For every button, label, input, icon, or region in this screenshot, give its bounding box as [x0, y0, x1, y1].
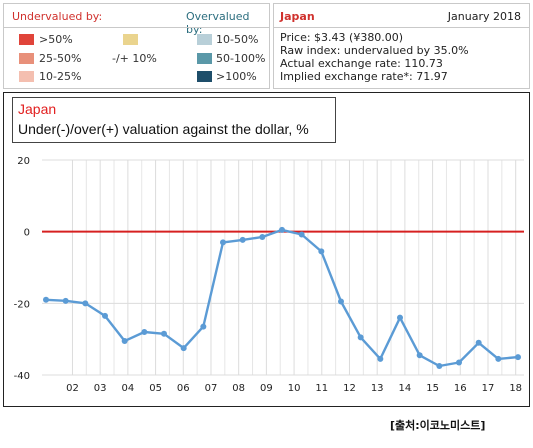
info-date: January 2018	[447, 10, 521, 23]
x-tick-label-09: 09	[260, 383, 273, 394]
legend-label-under-25-50: 25-50%	[39, 52, 82, 65]
legend-swatch-over-50-100	[197, 53, 212, 64]
x-tick-label-04: 04	[122, 383, 135, 394]
y-tick-labels: 20 0 -20 -40	[14, 156, 30, 382]
x-tick-label-05: 05	[149, 383, 162, 394]
legend-swatch-under-50	[19, 34, 34, 45]
x-tick-labels: 02 03 04 05 06 07 08 09 10 11 12 13 14 15 16 17 18	[66, 383, 522, 394]
chart-title-box: Japan Under(-)/over(+) valuation against…	[12, 97, 336, 143]
legend-swatch-neutral	[123, 34, 138, 45]
data-point-5	[141, 329, 148, 335]
data-point-2	[82, 300, 89, 307]
data-point-23	[495, 355, 502, 362]
legend-label-under-50: >50%	[39, 33, 73, 46]
x-tick-label-17: 17	[482, 383, 495, 394]
info-raw-index: Raw index: undervalued by 35.0%	[280, 44, 469, 57]
data-point-13	[298, 231, 305, 238]
series-points	[43, 226, 521, 370]
y-tick-label-20: 20	[17, 156, 30, 167]
data-point-24	[515, 354, 521, 361]
x-tick-label-18: 18	[509, 383, 522, 394]
x-tick-label-02: 02	[66, 383, 79, 394]
source-credit: [출처:이코노미스트]	[390, 419, 486, 432]
legend-label-over-10-50: 10-50%	[216, 33, 259, 46]
y-tick-label--40: -40	[14, 371, 30, 382]
chart-grid	[42, 159, 524, 376]
data-point-1	[62, 297, 69, 304]
info-actual-rate: Actual exchange rate: 110.73	[280, 57, 443, 70]
data-point-18	[397, 314, 403, 321]
info-price: Price: $3.43 (¥380.00)	[280, 31, 404, 44]
x-tick-label-12: 12	[343, 383, 356, 394]
x-tick-label-14: 14	[399, 383, 412, 394]
data-point-15	[338, 298, 344, 305]
valuation-chart: 20 0 -20 -40 02 03 04 05 06 07 08 09 10 11 12 13 14 15 16…	[3, 92, 530, 407]
x-tick-label-15: 15	[426, 383, 439, 394]
valuation-legend: Undervalued by: Overvalued by: >50% 25-5…	[3, 3, 270, 89]
x-tick-label-11: 11	[315, 383, 328, 394]
data-point-10	[239, 236, 246, 243]
x-tick-label-16: 16	[454, 383, 467, 394]
info-implied-rate: Implied exchange rate*: 71.97	[280, 70, 448, 83]
data-point-16	[357, 334, 364, 341]
x-tick-label-06: 06	[177, 383, 190, 394]
legend-swatch-under-25-50	[19, 53, 34, 64]
data-point-11	[259, 234, 266, 241]
legend-label-under-10-25: 10-25%	[39, 70, 82, 83]
data-point-8	[200, 323, 207, 330]
data-point-3	[102, 312, 108, 319]
data-point-19	[416, 352, 423, 359]
data-point-6	[161, 330, 167, 337]
legend-label-over-100: >100%	[216, 70, 257, 83]
legend-divider	[4, 27, 269, 28]
data-point-14	[318, 248, 325, 255]
undervalued-heading: Undervalued by:	[12, 10, 103, 23]
info-divider	[274, 27, 529, 28]
x-tick-label-10: 10	[288, 383, 301, 394]
legend-swatch-over-100	[197, 71, 212, 82]
data-point-9	[220, 239, 226, 246]
x-tick-label-03: 03	[94, 383, 107, 394]
x-tick-label-13: 13	[371, 383, 384, 394]
chart-canvas: 20 0 -20 -40 02 03 04 05 06 07 08 09 10 11 12 13 14 15 16…	[14, 156, 524, 394]
y-tick-label-0: 0	[24, 228, 30, 239]
data-point-4	[121, 337, 128, 344]
x-tick-label-07: 07	[205, 383, 218, 394]
data-point-7	[180, 345, 187, 352]
chart-title: Under(-)/over(+) valuation against the d…	[18, 121, 309, 137]
legend-swatch-over-10-50	[197, 34, 212, 45]
series-line-japan	[45, 228, 519, 368]
data-point-22	[475, 339, 482, 346]
x-tick-label-08: 08	[232, 383, 245, 394]
data-point-21	[456, 359, 462, 366]
legend-label-neutral: -/+ 10%	[112, 52, 157, 65]
country-info-panel: Japan January 2018 Price: $3.43 (¥380.00…	[273, 3, 530, 89]
data-point-17	[377, 355, 384, 362]
data-point-0	[43, 296, 49, 303]
data-point-20	[436, 363, 443, 370]
y-tick-label--20: -20	[14, 299, 30, 310]
data-point-12	[279, 226, 285, 233]
legend-label-over-50-100: 50-100%	[216, 52, 266, 65]
overvalued-heading: Overvalued by:	[186, 10, 250, 36]
info-country: Japan	[280, 10, 315, 23]
legend-swatch-under-10-25	[19, 71, 34, 82]
chart-title-country: Japan	[18, 101, 57, 117]
